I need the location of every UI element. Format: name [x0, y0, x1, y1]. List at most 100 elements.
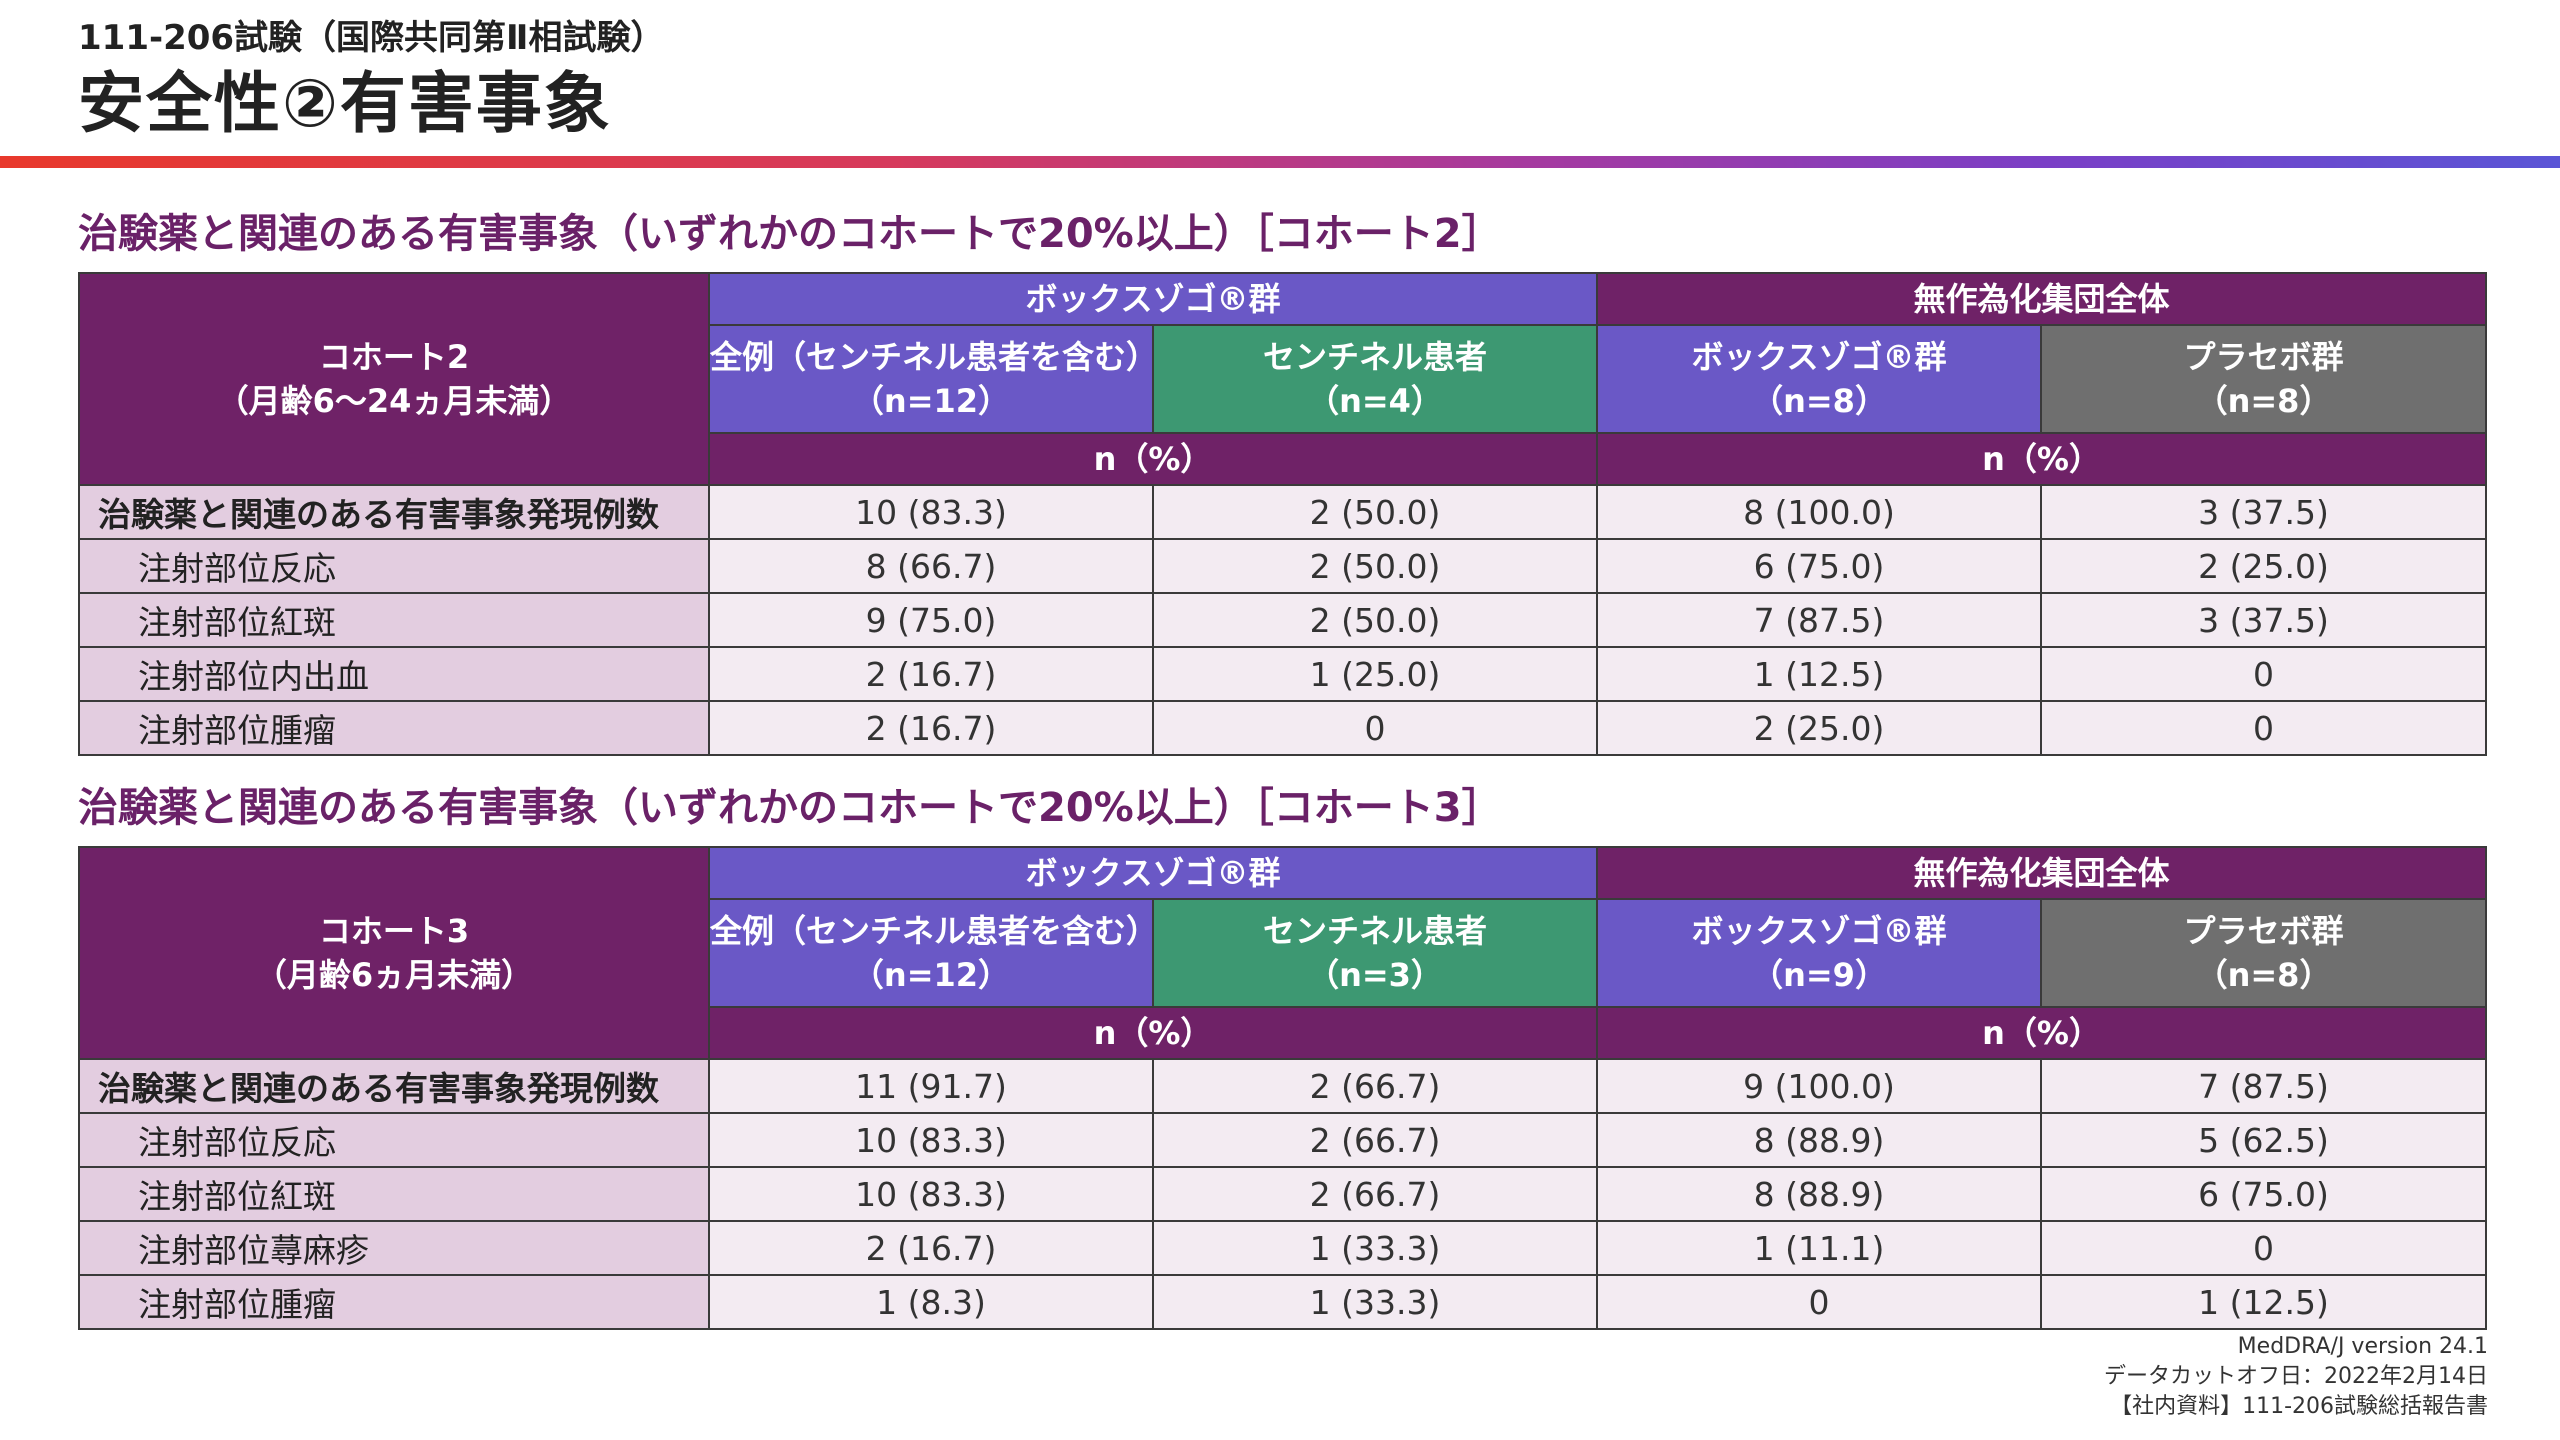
table-row: 注射部位蕁麻疹 2 (16.7) 1 (33.3) 1 (11.1) 0	[78, 1220, 2488, 1276]
col-n: （n=8）	[2195, 956, 2332, 994]
cohort3-section: 治験薬と関連のある有害事象（いずれかのコホートで20%以上）［コホート3］ コホ…	[78, 780, 2488, 1330]
table-cell: 0	[2040, 1220, 2488, 1276]
table-row: 注射部位紅斑 10 (83.3) 2 (66.7) 8 (88.9) 6 (75…	[78, 1166, 2488, 1222]
table-cell: 0	[1596, 1274, 2043, 1330]
col-header-sentinel: センチネル患者 （n=3）	[1151, 898, 1599, 1008]
table-cell: 6 (75.0)	[2040, 1166, 2488, 1222]
table-cell: 2 (50.0)	[1151, 484, 1599, 540]
table-cell: 2 (25.0)	[2040, 538, 2488, 594]
table-cell: 1 (11.1)	[1596, 1220, 2043, 1276]
table-row: 注射部位反応 8 (66.7) 2 (50.0) 6 (75.0) 2 (25.…	[78, 538, 2488, 594]
footnotes: MedDRA/J version 24.1 データカットオフ日：2022年2月1…	[2104, 1332, 2488, 1422]
row-label: 注射部位腫瘤	[78, 700, 710, 756]
col-n: （n=3）	[1307, 956, 1443, 994]
table-cell: 9 (75.0)	[708, 592, 1154, 648]
row-label: 注射部位蕁麻疹	[78, 1220, 710, 1276]
cohort-age: （月齢6ヵ月未満）	[254, 956, 534, 994]
table-cell: 0	[1151, 700, 1599, 756]
table-cell: 10 (83.3)	[708, 1112, 1154, 1168]
table-cell: 2 (16.7)	[708, 700, 1154, 756]
table-row: 注射部位反応 10 (83.3) 2 (66.7) 8 (88.9) 5 (62…	[78, 1112, 2488, 1168]
table-cell: 10 (83.3)	[708, 1166, 1154, 1222]
group-header-left: ボックスゾゴ®群	[707, 272, 1599, 326]
page-title: 安全性②有害事象	[78, 65, 612, 142]
table-row: 注射部位腫瘤 2 (16.7) 0 2 (25.0) 0	[78, 700, 2488, 756]
table-cell: 2 (16.7)	[708, 646, 1154, 702]
table-cell: 1 (8.3)	[708, 1274, 1154, 1330]
table-cell: 0	[2040, 646, 2488, 702]
table-cell: 1 (12.5)	[2040, 1274, 2488, 1330]
table-cell: 8 (88.9)	[1596, 1166, 2043, 1222]
cohort3-table: コホート3 （月齢6ヵ月未満） ボックスゾゴ®群 無作為化集団全体 全例（センチ…	[78, 846, 2488, 1330]
unit-header-left: n（%）	[707, 1006, 1599, 1060]
table-cell: 10 (83.3)	[708, 484, 1154, 540]
col-header-all: 全例（センチネル患者を含む） （n=12）	[708, 324, 1154, 434]
table-cell: 3 (37.5)	[2040, 484, 2488, 540]
unit-header-right: n（%）	[1596, 1006, 2488, 1060]
col-header-placebo: プラセボ群 （n=8）	[2040, 324, 2488, 434]
col-header-sentinel: センチネル患者 （n=4）	[1151, 324, 1599, 434]
table-row: 注射部位紅斑 9 (75.0) 2 (50.0) 7 (87.5) 3 (37.…	[78, 592, 2488, 648]
col-name: センチネル患者	[1263, 338, 1488, 376]
cohort2-section: 治験薬と関連のある有害事象（いずれかのコホートで20%以上）［コホート2］ コホ…	[78, 206, 2488, 756]
col-n: （n=12）	[851, 956, 1011, 994]
col-header-all: 全例（センチネル患者を含む） （n=12）	[708, 898, 1154, 1008]
table-cell: 6 (75.0)	[1596, 538, 2043, 594]
group-header-right: 無作為化集団全体	[1596, 272, 2488, 326]
source-reference: 【社内資料】111-206試験総括報告書	[2110, 1394, 2488, 1419]
cohort-label: コホート3	[318, 912, 470, 950]
col-name: プラセボ群	[2183, 338, 2344, 376]
table-row: 治験薬と関連のある有害事象発現例数 10 (83.3) 2 (50.0) 8 (…	[78, 484, 2488, 540]
table-cell: 3 (37.5)	[2040, 592, 2488, 648]
table-cell: 9 (100.0)	[1596, 1058, 2043, 1114]
table-cell: 8 (88.9)	[1596, 1112, 2043, 1168]
table-cell: 2 (50.0)	[1151, 592, 1599, 648]
row-label: 注射部位腫瘤	[78, 1274, 710, 1330]
cohort2-table: コホート2 （月齢6～24ヵ月未満） ボックスゾゴ®群 無作為化集団全体 全例（…	[78, 272, 2488, 756]
col-name: 全例（センチネル患者を含む）	[710, 338, 1153, 376]
table-cell: 1 (25.0)	[1151, 646, 1599, 702]
row-label: 注射部位内出血	[78, 646, 710, 702]
table-cell: 2 (66.7)	[1151, 1112, 1599, 1168]
data-cutoff-date: データカットオフ日：2022年2月14日	[2104, 1364, 2488, 1389]
table-cell: 5 (62.5)	[2040, 1112, 2488, 1168]
table-cell: 2 (66.7)	[1151, 1058, 1599, 1114]
cohort-age: （月齢6～24ヵ月未満）	[216, 382, 572, 420]
cohort-label-cell: コホート2 （月齢6～24ヵ月未満）	[78, 272, 710, 486]
table-cell: 1 (12.5)	[1596, 646, 2043, 702]
table-row: 治験薬と関連のある有害事象発現例数 11 (91.7) 2 (66.7) 9 (…	[78, 1058, 2488, 1114]
table-cell: 0	[2040, 700, 2488, 756]
col-name: 全例（センチネル患者を含む）	[710, 912, 1153, 950]
col-header-vosoritide: ボックスゾゴ®群 （n=8）	[1596, 324, 2043, 434]
table-row: 注射部位内出血 2 (16.7) 1 (25.0) 1 (12.5) 0	[78, 646, 2488, 702]
col-name: センチネル患者	[1263, 912, 1488, 950]
meddra-version: MedDRA/J version 24.1	[2237, 1334, 2488, 1359]
table-cell: 7 (87.5)	[2040, 1058, 2488, 1114]
table-cell: 8 (100.0)	[1596, 484, 2043, 540]
col-header-placebo: プラセボ群 （n=8）	[2040, 898, 2488, 1008]
cohort-label-cell: コホート3 （月齢6ヵ月未満）	[78, 846, 710, 1060]
table-cell: 2 (66.7)	[1151, 1166, 1599, 1222]
unit-header-left: n（%）	[707, 432, 1599, 486]
table-cell: 2 (50.0)	[1151, 538, 1599, 594]
unit-header-right: n（%）	[1596, 432, 2488, 486]
row-label: 治験薬と関連のある有害事象発現例数	[78, 1058, 710, 1114]
table-cell: 2 (16.7)	[708, 1220, 1154, 1276]
group-header-left: ボックスゾゴ®群	[707, 846, 1599, 900]
cohort-label: コホート2	[318, 338, 470, 376]
col-name: ボックスゾゴ®群	[1691, 912, 1947, 950]
header-divider	[0, 156, 2560, 168]
group-header-right: 無作為化集団全体	[1596, 846, 2488, 900]
row-label: 注射部位反応	[78, 538, 710, 594]
col-n: （n=4）	[1307, 382, 1443, 420]
table-cell: 1 (33.3)	[1151, 1274, 1599, 1330]
row-label: 注射部位紅斑	[78, 592, 710, 648]
col-name: プラセボ群	[2183, 912, 2344, 950]
row-label: 治験薬と関連のある有害事象発現例数	[78, 484, 710, 540]
cohort3-section-title: 治験薬と関連のある有害事象（いずれかのコホートで20%以上）［コホート3］	[78, 785, 1502, 831]
col-n: （n=8）	[1751, 382, 1887, 420]
col-name: ボックスゾゴ®群	[1691, 338, 1947, 376]
slide-header: 111-206試験（国際共同第Ⅱ相試験） 安全性②有害事象	[78, 14, 664, 146]
table-cell: 11 (91.7)	[708, 1058, 1154, 1114]
row-label: 注射部位反応	[78, 1112, 710, 1168]
